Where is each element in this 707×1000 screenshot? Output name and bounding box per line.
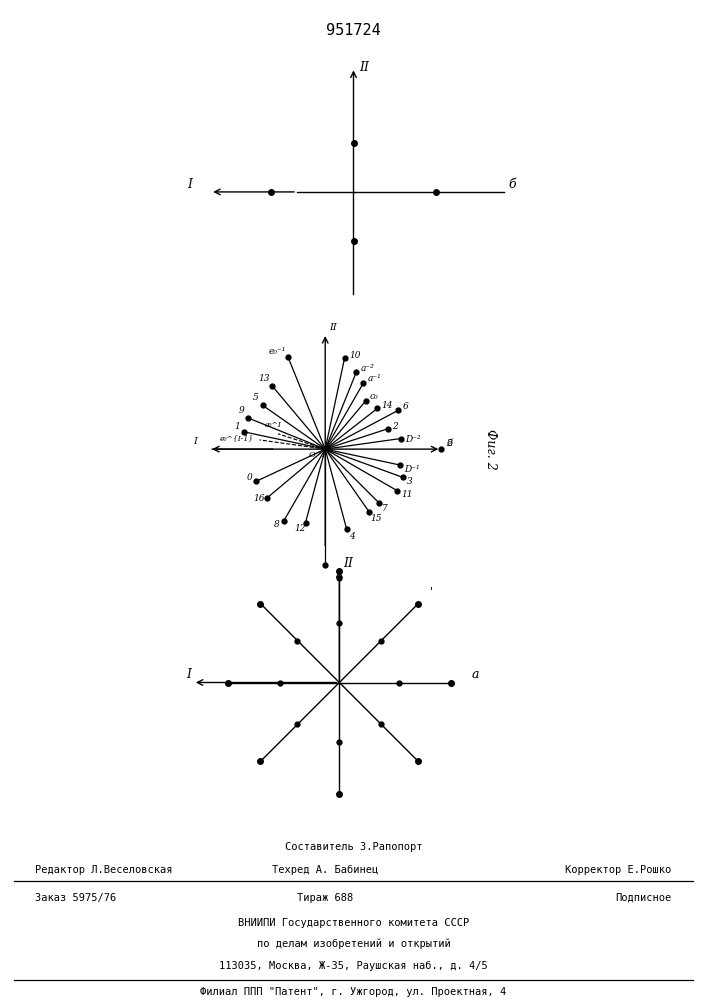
Text: 3: 3 (407, 477, 413, 486)
Text: ': ' (430, 587, 433, 597)
Text: а⁻¹: а⁻¹ (368, 374, 381, 383)
Text: 0: 0 (246, 473, 252, 482)
Text: 6: 6 (402, 402, 408, 411)
Text: 4: 4 (349, 532, 355, 541)
Text: по делам изобретений и открытий: по делам изобретений и открытий (257, 939, 450, 949)
Text: 8: 8 (274, 520, 280, 529)
Text: 2: 2 (446, 439, 452, 448)
Text: а₀^I: а₀^I (264, 421, 281, 429)
Text: б: б (446, 439, 452, 448)
Text: с₀: с₀ (370, 392, 378, 401)
Text: 12: 12 (294, 524, 305, 533)
Text: 951724: 951724 (326, 23, 381, 38)
Text: 113035, Москва, Ж-35, Раушская наб., д. 4/5: 113035, Москва, Ж-35, Раушская наб., д. … (219, 960, 488, 971)
Text: Техред А. Бабинец: Техред А. Бабинец (272, 865, 378, 875)
Text: Тираж 688: Тираж 688 (297, 893, 354, 903)
Text: 10: 10 (349, 351, 361, 360)
Text: I: I (186, 668, 191, 681)
Text: I: I (187, 178, 192, 191)
Text: I: I (193, 437, 197, 446)
Text: б: б (508, 178, 515, 191)
Text: е₀⁻¹: е₀⁻¹ (268, 347, 286, 356)
Text: 16: 16 (254, 494, 265, 503)
Text: Корректор Е.Рошко: Корректор Е.Рошко (566, 865, 672, 875)
Text: 2: 2 (392, 422, 398, 431)
Text: D⁻²: D⁻² (404, 435, 420, 444)
Text: 11: 11 (401, 490, 412, 499)
Text: II: II (359, 61, 369, 74)
Text: 1: 1 (234, 422, 240, 431)
Text: II: II (344, 557, 354, 570)
Text: ВНИИПИ Государственного комитета СССР: ВНИИПИ Государственного комитета СССР (238, 918, 469, 928)
Text: II: II (329, 323, 337, 332)
Text: 13: 13 (259, 374, 270, 383)
Text: Заказ 5975/76: Заказ 5975/76 (35, 893, 117, 903)
Text: Составитель З.Рапопорт: Составитель З.Рапопорт (285, 842, 422, 852)
Text: е₀^{I-1}: е₀^{I-1} (220, 434, 254, 442)
Text: а: а (472, 668, 479, 681)
Text: D⁻¹: D⁻¹ (404, 465, 419, 474)
Text: 14: 14 (381, 401, 393, 410)
Text: О^I: О^I (309, 451, 326, 459)
Text: Филиал ППП "Патент", г. Ужгород, ул. Проектная, 4: Филиал ППП "Патент", г. Ужгород, ул. Про… (200, 987, 507, 997)
Text: Фиг. 2: Фиг. 2 (484, 429, 497, 470)
Text: 15: 15 (370, 514, 382, 523)
Text: Подписное: Подписное (615, 893, 672, 903)
Text: 5: 5 (253, 393, 259, 402)
Text: 7: 7 (382, 504, 387, 513)
Text: а⁻²: а⁻² (361, 364, 374, 373)
Text: Редактор Л.Веселовская: Редактор Л.Веселовская (35, 865, 173, 875)
Text: 9: 9 (238, 406, 244, 415)
